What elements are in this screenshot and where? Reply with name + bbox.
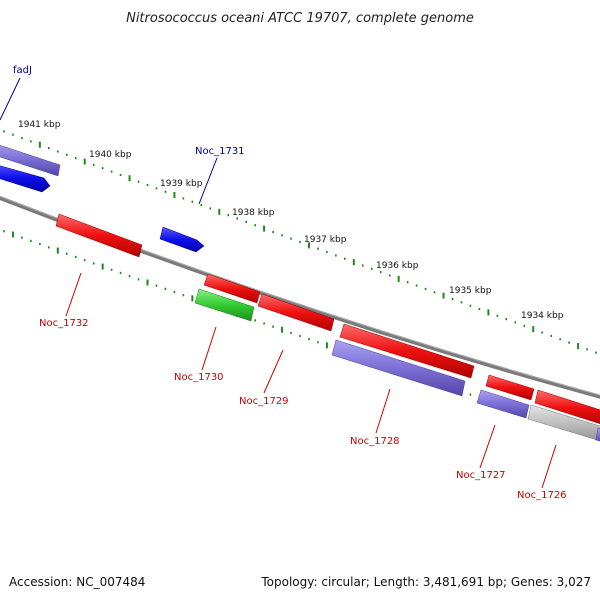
gene-blue-left[interactable] bbox=[0, 163, 51, 193]
topology-text: Topology: circular; Length: 3,481,691 bp… bbox=[260, 575, 591, 589]
gene-label-noc-1732[interactable]: Noc_1732 bbox=[39, 318, 89, 329]
scale-label: 1941 kbp bbox=[18, 120, 61, 130]
gene-label-fadJ[interactable]: fadJ bbox=[13, 65, 32, 76]
scale-labels: 1941 kbp 1940 kbp 1939 kbp 1938 kbp 1937… bbox=[18, 120, 564, 321]
gene-noc-1732[interactable] bbox=[55, 213, 143, 258]
gene-features bbox=[0, 142, 600, 443]
scale-label: 1939 kbp bbox=[160, 179, 203, 189]
scale-label: 1935 kbp bbox=[449, 286, 492, 296]
gene-label-noc-1727[interactable]: Noc_1727 bbox=[456, 470, 506, 481]
gene-fadJ[interactable] bbox=[0, 142, 61, 177]
gene-noc-1730[interactable] bbox=[194, 273, 261, 322]
gene-labels: fadJ Noc_1731 Noc_1732 Noc_1730 Noc_1729… bbox=[13, 65, 567, 501]
gene-label-noc-1729[interactable]: Noc_1729 bbox=[239, 396, 289, 407]
gene-noc-1726[interactable] bbox=[527, 389, 600, 443]
scale-label: 1937 kbp bbox=[304, 235, 347, 245]
map-title: Nitrosococcus oceani ATCC 19707, complet… bbox=[126, 11, 474, 26]
gene-noc-1731[interactable] bbox=[159, 226, 205, 253]
gene-noc-1728[interactable] bbox=[331, 323, 475, 397]
gene-label-noc-1728[interactable]: Noc_1728 bbox=[350, 436, 400, 447]
scale-label: 1936 kbp bbox=[376, 261, 419, 271]
leader-lines bbox=[0, 77, 557, 489]
gene-label-noc-1731[interactable]: Noc_1731 bbox=[195, 146, 245, 157]
gene-label-noc-1730[interactable]: Noc_1730 bbox=[174, 372, 224, 383]
scale-label: 1938 kbp bbox=[232, 208, 275, 218]
gene-noc-1729[interactable] bbox=[257, 293, 335, 332]
gene-label-noc-1726[interactable]: Noc_1726 bbox=[517, 490, 567, 501]
tick-row-upper bbox=[3, 130, 597, 354]
gene-noc-1727[interactable] bbox=[476, 374, 535, 419]
accession-text: Accession: NC_007484 bbox=[9, 575, 145, 589]
scale-label: 1940 kbp bbox=[89, 150, 132, 160]
scale-label: 1934 kbp bbox=[521, 311, 564, 321]
